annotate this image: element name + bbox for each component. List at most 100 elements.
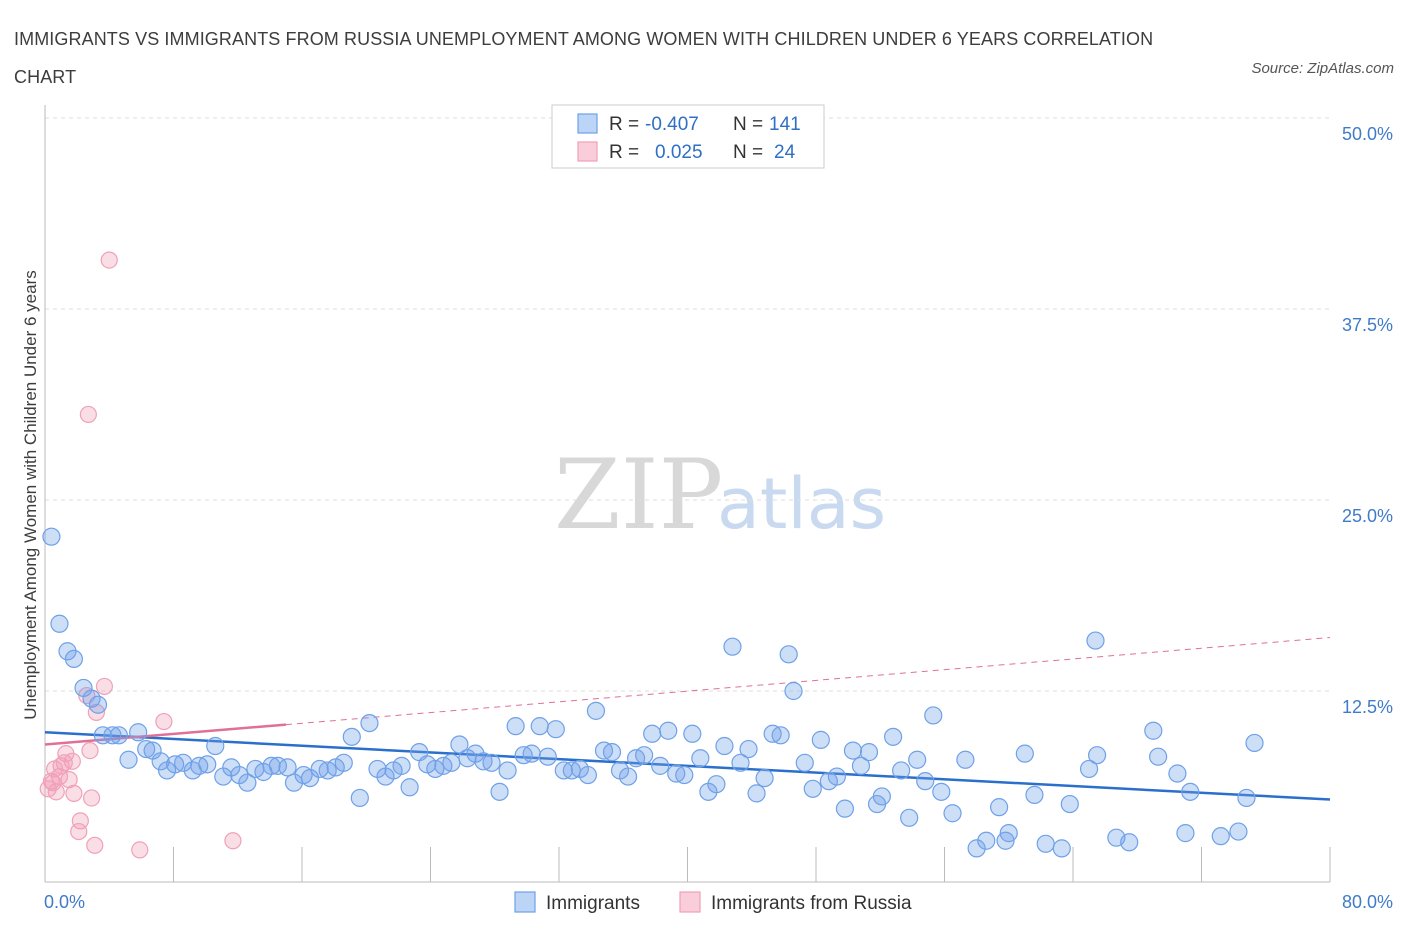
point-immigrants — [546, 720, 565, 739]
point-immigrants — [442, 753, 461, 772]
point-immigrants — [64, 649, 84, 669]
point-russia — [131, 841, 149, 859]
point-immigrants — [872, 787, 891, 806]
legend-label-immigrants: Immigrants — [546, 893, 640, 914]
point-immigrants — [1168, 764, 1187, 783]
point-immigrants — [924, 706, 943, 725]
point-immigrants — [827, 767, 846, 786]
stats-r-label-russia: R = — [609, 142, 639, 163]
y-axis-title: Unemployment Among Women with Children U… — [21, 270, 40, 719]
point-immigrants — [530, 717, 549, 736]
point-russia — [155, 712, 173, 731]
point-immigrants — [1036, 834, 1055, 853]
point-immigrants — [262, 756, 281, 775]
point-russia — [47, 783, 65, 801]
y-tick-label: 50.0% — [1342, 124, 1393, 144]
point-immigrants — [1087, 746, 1107, 765]
point-immigrants — [93, 726, 112, 745]
point-immigrants — [843, 741, 863, 760]
point-immigrants — [300, 768, 320, 788]
point-russia — [100, 251, 118, 269]
stats-r-value-russia: 0.025 — [655, 142, 703, 163]
point-immigrants — [498, 761, 517, 780]
trend-lines — [44, 637, 1331, 801]
stats-r-label-immigrants: R = — [609, 114, 639, 135]
chart-source: Source: ZipAtlas.com — [1251, 60, 1394, 77]
point-immigrants — [268, 756, 288, 775]
point-immigrants — [450, 735, 469, 754]
point-immigrants — [892, 761, 911, 780]
point-immigrants — [967, 839, 986, 858]
y-tick-labels: 12.5% 25.0% 37.5% 50.0% — [1342, 124, 1393, 717]
point-russia — [44, 774, 62, 792]
point-immigrants — [771, 726, 790, 745]
point-immigrants — [618, 767, 638, 786]
point-immigrants — [755, 768, 774, 788]
point-immigrants — [392, 756, 411, 775]
point-immigrants — [932, 782, 951, 801]
stats-n-label-russia: N = — [733, 142, 763, 163]
point-immigrants — [137, 739, 156, 759]
point-immigrants — [1149, 747, 1168, 766]
point-immigrants — [999, 824, 1018, 843]
axes — [44, 105, 1331, 883]
point-immigrants — [129, 723, 148, 742]
point-immigrants — [50, 614, 69, 633]
point-immigrants — [1025, 785, 1044, 805]
point-immigrants — [707, 775, 726, 794]
x-tick-label-max: 80.0% — [1342, 892, 1393, 912]
point-immigrants — [490, 782, 509, 801]
point-immigrants — [578, 765, 598, 785]
stats-legend: R = -0.407 N = 141 R = 0.025 N = 24 — [551, 104, 825, 169]
point-immigrants — [151, 752, 170, 771]
point-immigrants — [977, 831, 996, 850]
point-russia — [81, 741, 99, 760]
point-immigrants — [683, 724, 702, 743]
point-immigrants — [851, 756, 871, 775]
point-russia — [65, 784, 83, 802]
point-immigrants — [482, 753, 501, 772]
point-immigrants — [506, 717, 525, 736]
point-immigrants — [883, 727, 903, 746]
point-immigrants — [643, 724, 662, 743]
point-russia — [82, 789, 101, 807]
point-immigrants — [956, 750, 975, 769]
point-immigrants — [538, 747, 557, 766]
point-immigrants — [990, 798, 1009, 817]
y-tick-label: 12.5% — [1342, 697, 1393, 717]
x-tick-label-min: 0.0% — [44, 892, 85, 912]
point-immigrants — [109, 726, 128, 745]
stats-r-value-immigrants: -0.407 — [645, 114, 699, 135]
point-immigrants — [58, 642, 77, 661]
chart-title: IMMIGRANTS VS IMMIGRANTS FROM RUSSIA UNE… — [14, 29, 1154, 87]
y-tick-label: 25.0% — [1342, 506, 1393, 526]
point-immigrants — [602, 743, 622, 762]
point-immigrants — [42, 527, 61, 546]
point-immigrants — [779, 645, 798, 664]
point-immigrants — [1181, 782, 1200, 801]
point-immigrants — [908, 750, 927, 769]
point-russia — [70, 822, 88, 841]
point-russia — [79, 405, 97, 424]
point-immigrants — [1237, 788, 1256, 808]
point-immigrants — [859, 743, 879, 762]
point-immigrants — [400, 778, 419, 797]
point-immigrants — [1245, 733, 1264, 753]
point-immigrants — [691, 749, 710, 768]
point-immigrants — [342, 727, 361, 746]
point-immigrants — [795, 753, 814, 772]
point-immigrants — [198, 755, 217, 774]
point-immigrants — [1052, 839, 1071, 858]
point-immigrants — [659, 721, 678, 740]
point-russia — [87, 703, 106, 721]
point-immigrants — [811, 730, 830, 749]
stats-legend-swatch-russia — [577, 141, 598, 162]
point-russia — [71, 812, 89, 830]
stats-legend-swatch-immigrants — [577, 113, 598, 134]
trend-line-russia-extension — [285, 637, 1331, 726]
stats-n-value-russia: 24 — [774, 142, 796, 163]
legend-label-russia: Immigrants from Russia — [711, 893, 912, 914]
stats-n-label-immigrants: N = — [733, 114, 763, 135]
series-legend: Immigrants Immigrants from Russia — [514, 891, 912, 914]
point-immigrants — [238, 773, 257, 792]
